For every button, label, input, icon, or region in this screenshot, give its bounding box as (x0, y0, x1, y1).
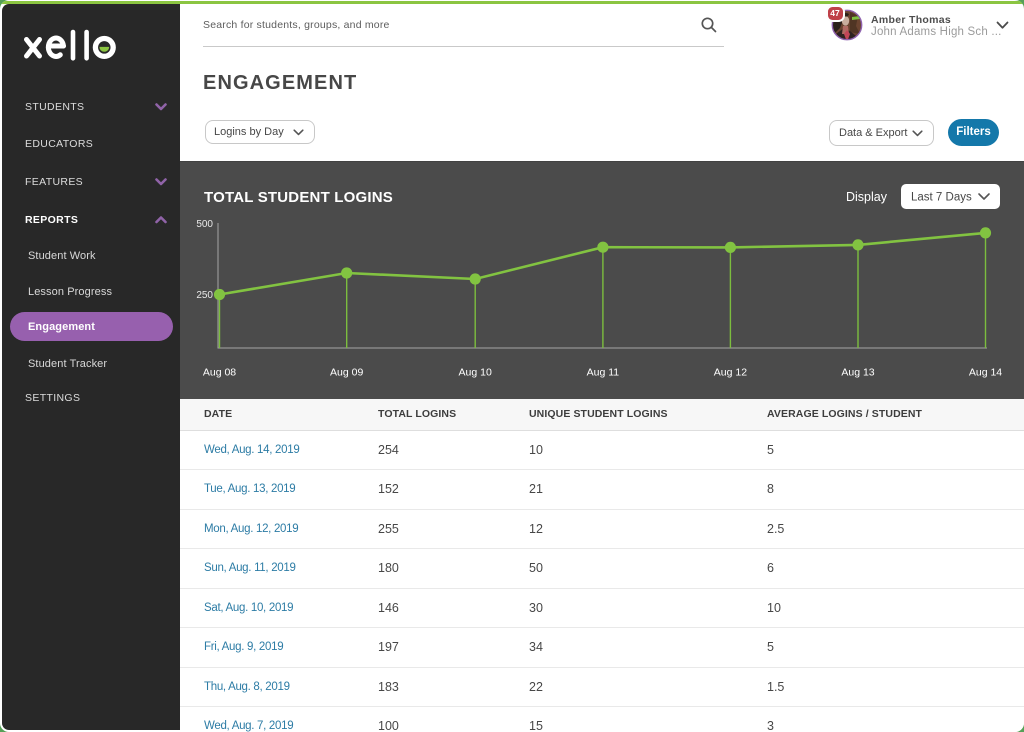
svg-text:TOTAL STUDENT LOGINS: TOTAL STUDENT LOGINS (204, 189, 393, 206)
svg-text:Display: Display (846, 190, 888, 204)
svg-text:Aug 09: Aug 09 (330, 367, 363, 379)
svg-text:Aug 14: Aug 14 (969, 367, 1002, 379)
svg-text:Last 7 Days: Last 7 Days (911, 192, 972, 204)
svg-text:500: 500 (196, 219, 213, 230)
svg-text:250: 250 (196, 290, 213, 301)
svg-text:Aug 13: Aug 13 (841, 367, 874, 379)
svg-text:Aug 08: Aug 08 (203, 367, 236, 379)
svg-text:Aug 11: Aug 11 (587, 367, 620, 379)
svg-text:Aug 12: Aug 12 (714, 367, 747, 379)
svg-text:Aug 10: Aug 10 (459, 367, 492, 379)
